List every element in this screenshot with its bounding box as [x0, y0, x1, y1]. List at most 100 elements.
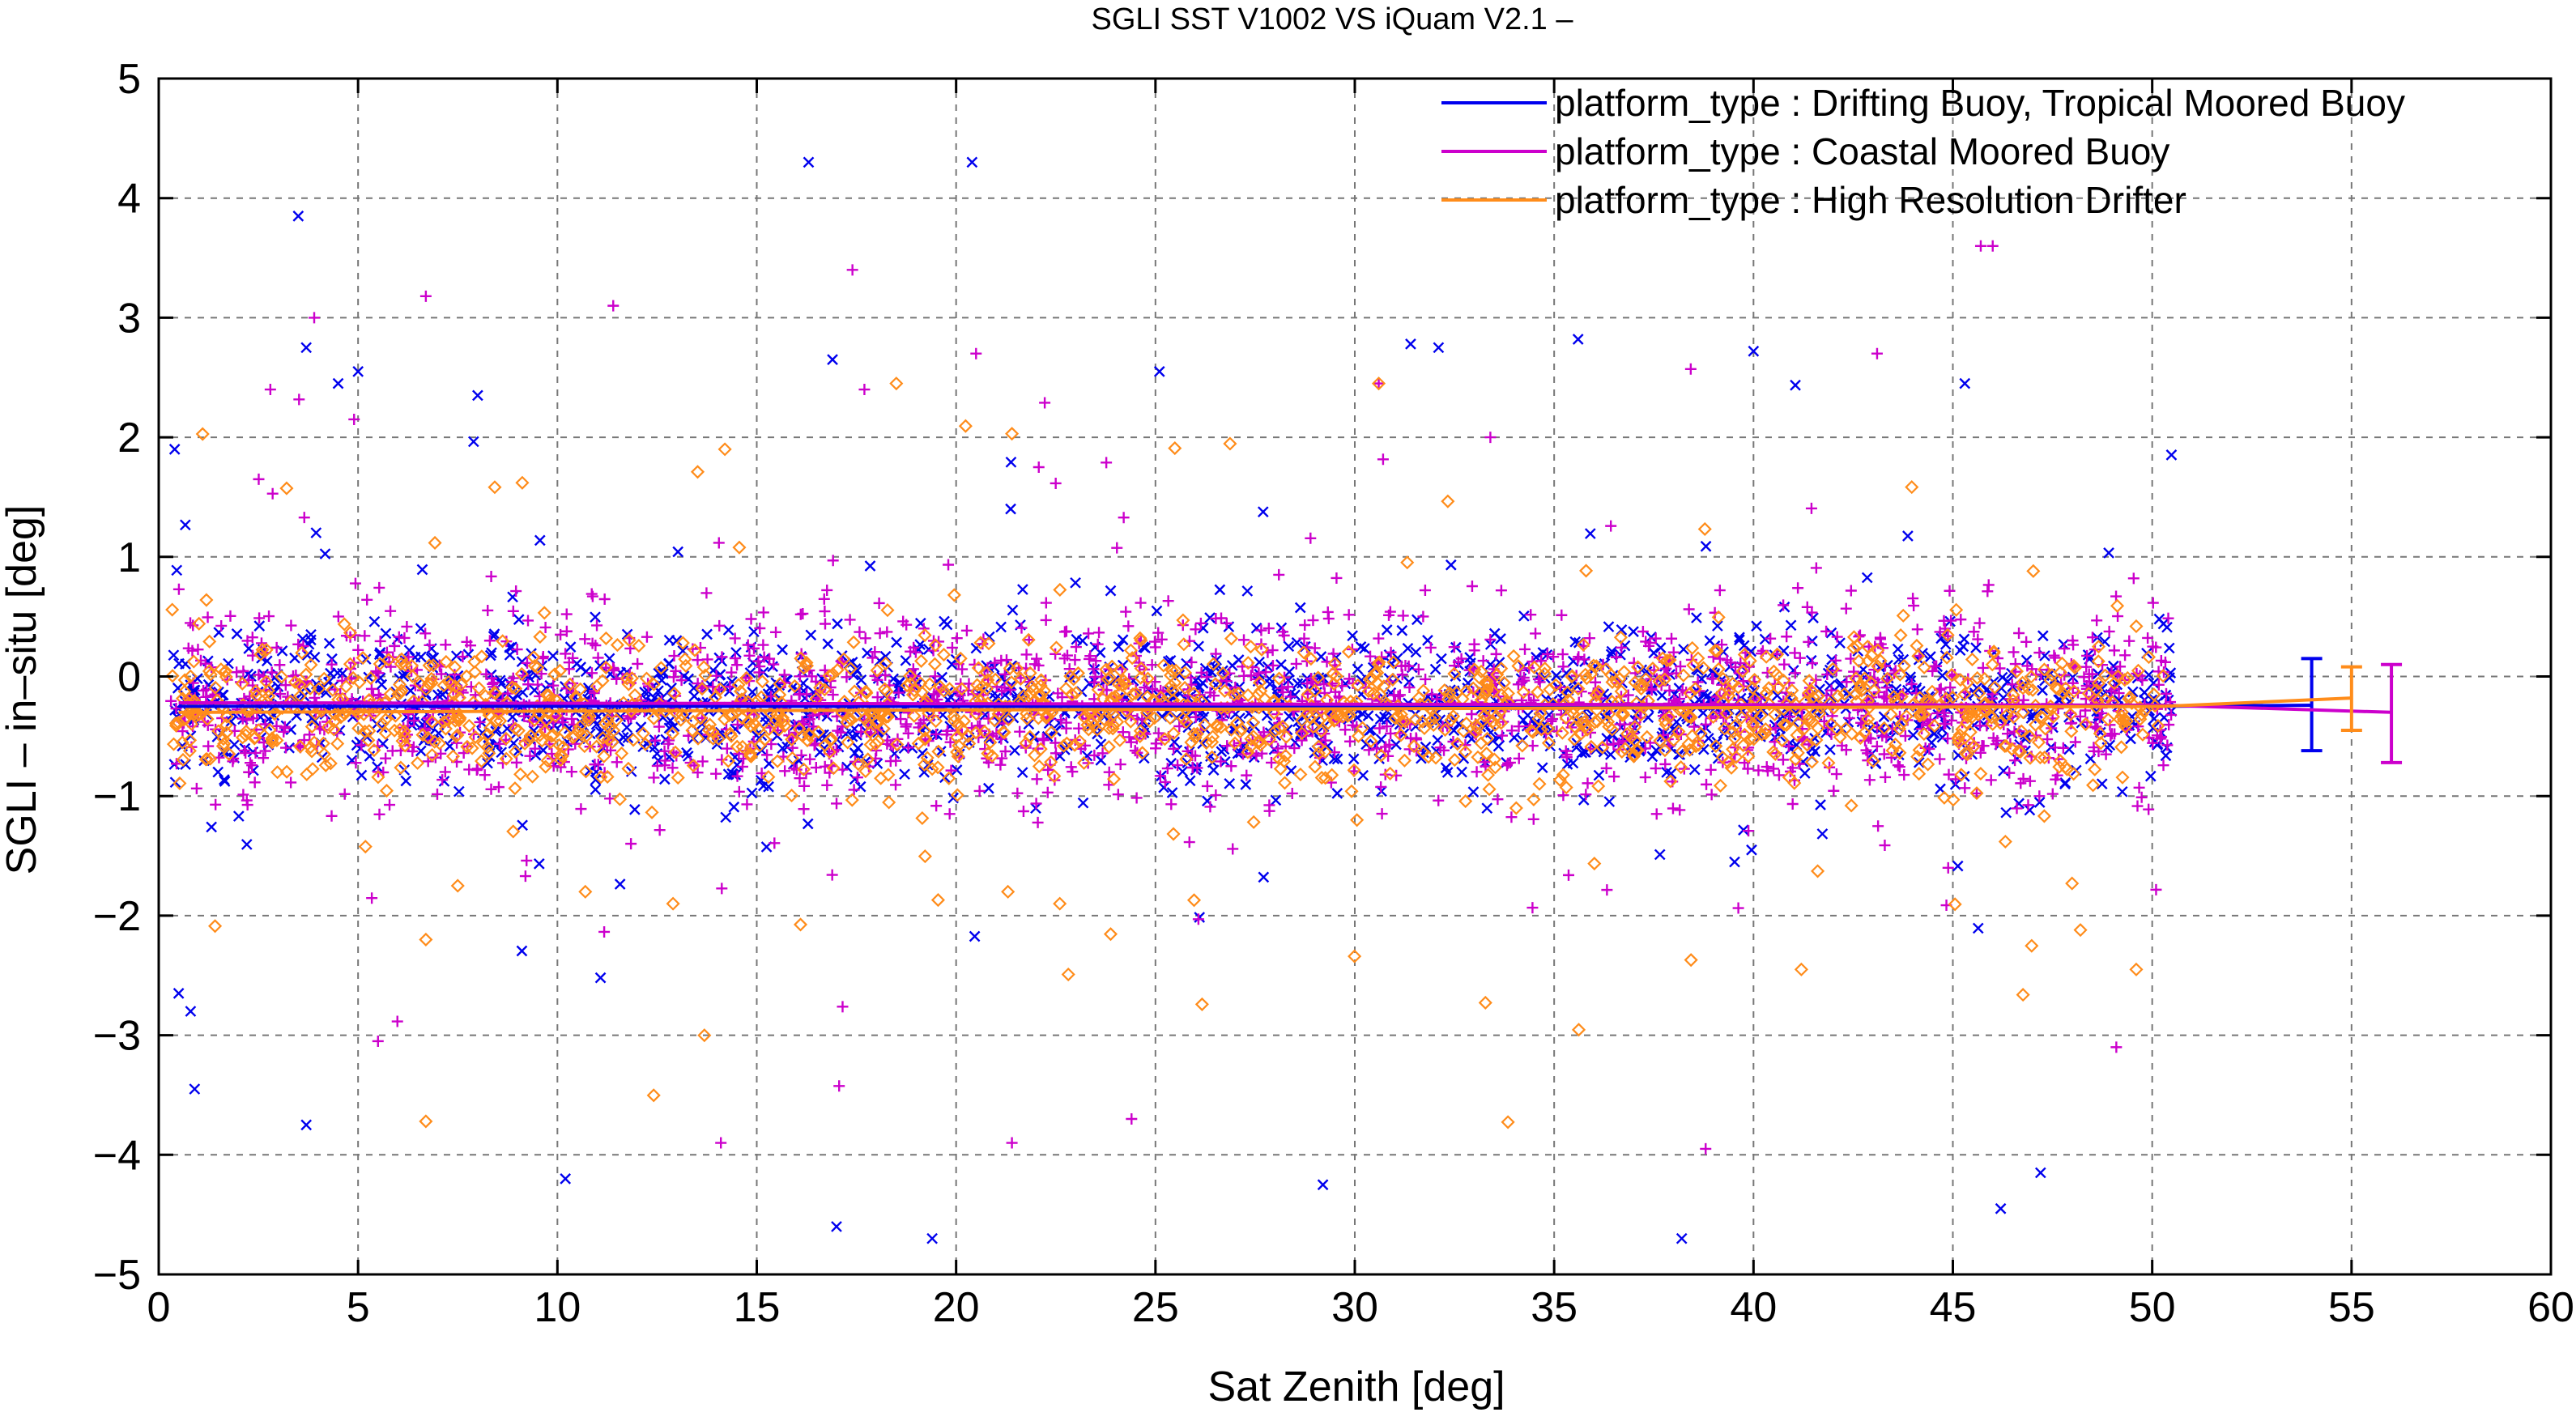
data-point	[1934, 753, 1946, 765]
data-point	[240, 747, 252, 759]
data-point	[1878, 711, 1890, 723]
data-point	[598, 716, 613, 730]
data-point	[352, 675, 367, 690]
data-point	[882, 795, 896, 810]
data-point	[485, 570, 497, 582]
data-point	[293, 393, 305, 406]
data-point	[1151, 605, 1163, 617]
data-point	[489, 713, 504, 728]
data-point	[2103, 625, 2115, 637]
data-point	[1535, 655, 1548, 667]
data-point-outlier	[1053, 896, 1067, 911]
data-point	[334, 710, 348, 725]
data-point	[877, 682, 892, 696]
data-point	[1177, 765, 1189, 777]
data-point	[1656, 690, 1668, 701]
data-point	[1538, 661, 1552, 676]
data-point	[1527, 660, 1542, 674]
data-point	[416, 564, 428, 576]
data-point	[2038, 721, 2053, 736]
data-point	[436, 678, 451, 693]
data-point	[1765, 632, 1777, 644]
data-point	[822, 706, 834, 718]
data-point	[1058, 681, 1073, 696]
data-point	[1474, 664, 1488, 678]
data-point	[761, 770, 776, 785]
data-point	[873, 597, 885, 609]
data-point	[1857, 725, 1871, 740]
data-point	[1782, 740, 1795, 752]
data-point-outlier	[348, 413, 360, 425]
data-point	[1190, 726, 1205, 741]
data-point	[2016, 988, 2030, 1002]
data-point	[1557, 661, 1569, 673]
data-point	[668, 650, 680, 662]
data-point	[482, 604, 494, 616]
data-point	[1384, 606, 1396, 618]
data-point	[863, 738, 878, 752]
data-point	[845, 793, 859, 807]
data-point	[485, 783, 497, 795]
data-point	[192, 644, 204, 656]
data-point	[467, 436, 479, 448]
data-point	[1032, 759, 1046, 774]
data-point	[228, 738, 241, 751]
data-point	[1972, 633, 1984, 645]
data-point	[405, 669, 419, 683]
data-point	[590, 611, 601, 623]
data-point	[1746, 844, 1757, 856]
data-point	[1172, 759, 1184, 772]
data-point	[1579, 564, 1594, 578]
data-point	[2156, 731, 2168, 743]
data-point	[1426, 717, 1441, 733]
data-point	[1816, 828, 1829, 840]
data-point	[1567, 655, 1579, 667]
data-point	[2086, 778, 2101, 793]
data-point	[235, 676, 249, 691]
data-point	[1872, 820, 1884, 832]
data-point	[298, 512, 310, 524]
data-point	[960, 624, 973, 636]
data-point	[1405, 732, 1417, 744]
data-point	[1639, 772, 1651, 784]
legend-label-1: platform_type : Drifting Buoy, Tropical …	[1555, 82, 2405, 124]
data-point	[614, 878, 626, 890]
data-point	[1828, 785, 1840, 797]
data-point	[1186, 686, 1201, 700]
data-point	[805, 629, 817, 641]
data-point	[1328, 753, 1340, 765]
data-point	[1402, 642, 1414, 654]
data-point	[1318, 744, 1332, 759]
data-point	[1601, 884, 1613, 896]
data-point	[326, 658, 338, 670]
data-point	[1448, 641, 1460, 653]
data-point	[2118, 673, 2132, 687]
data-point	[1957, 687, 1972, 702]
data-point	[579, 729, 594, 743]
data-point	[1492, 793, 1504, 806]
data-point	[1258, 871, 1270, 883]
data-point	[555, 761, 567, 773]
data-point	[1536, 762, 1548, 774]
data-point	[1309, 642, 1321, 654]
data-point	[1407, 739, 1421, 754]
data-point	[909, 646, 922, 658]
data-point	[2002, 728, 2014, 740]
data-point	[1902, 530, 1914, 542]
data-point	[539, 621, 551, 633]
data-point	[292, 638, 304, 650]
data-point	[2021, 682, 2036, 696]
data-point	[1981, 720, 1993, 732]
data-point-outlier	[1373, 377, 1385, 389]
data-point	[1420, 741, 1432, 753]
data-point	[297, 640, 309, 653]
x-tick-label: 20	[933, 1284, 980, 1331]
data-point	[1728, 718, 1743, 733]
data-point	[733, 684, 748, 699]
y-tick-label: 1	[117, 534, 141, 581]
data-point	[1985, 657, 1999, 672]
data-point	[527, 712, 542, 727]
data-point	[448, 660, 462, 674]
data-point	[1050, 477, 1062, 489]
data-point	[1734, 697, 1748, 712]
